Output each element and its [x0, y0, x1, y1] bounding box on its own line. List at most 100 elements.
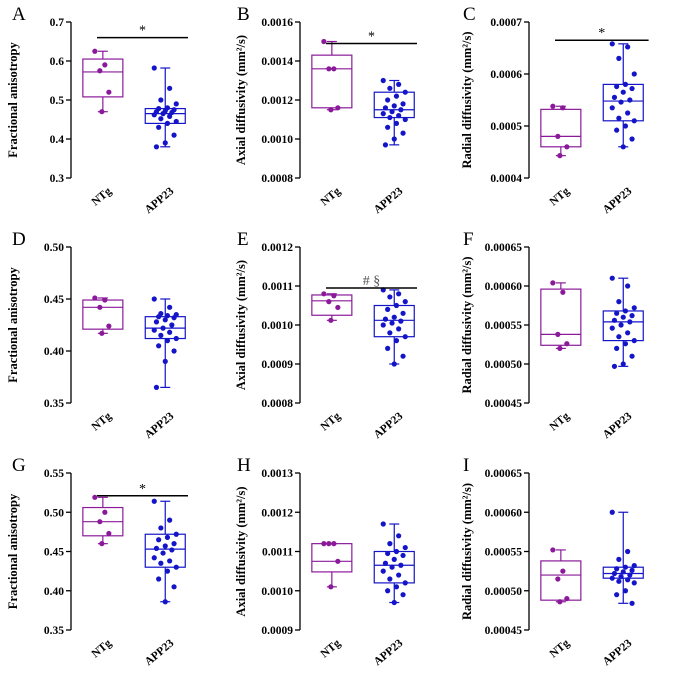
panel-i: I 0.00045 0.00050 0.00055 0.00060 0.00065 Radi…: [460, 455, 644, 668]
box: [540, 560, 582, 601]
box: [373, 91, 415, 119]
data-point: [162, 599, 168, 605]
data-point: [393, 338, 400, 344]
y-tick-label: 0.0008: [261, 173, 293, 185]
panel-letter: A: [12, 4, 26, 25]
data-point: [402, 116, 408, 123]
data-point: [560, 568, 566, 574]
data-point: [156, 314, 162, 320]
data-point: [616, 115, 622, 121]
data-point: [391, 556, 397, 562]
data-point: [335, 304, 341, 311]
data-point: [393, 548, 400, 555]
data-point: [158, 116, 164, 122]
data-point: [622, 341, 629, 347]
data-point: [620, 569, 626, 575]
data-point: [616, 299, 622, 305]
data-point: [557, 345, 563, 351]
box: [144, 533, 186, 568]
data-point: [627, 572, 633, 578]
y-tick-label: 0.0011: [262, 281, 293, 293]
group-ntg: [82, 494, 124, 547]
data-point: [396, 533, 402, 539]
data-point: [387, 114, 393, 121]
data-point: [164, 568, 171, 574]
panel-h: H 0.0009 0.0010 0.0011 0.0012 0.0013 Axial dif…: [234, 455, 415, 668]
data-point: [611, 94, 618, 100]
data-point: [616, 556, 622, 562]
x-tick-label: NTg: [319, 185, 344, 208]
data-point: [92, 48, 98, 54]
x-tick-label: APP23: [601, 637, 635, 668]
data-point: [557, 599, 563, 605]
data-point: [391, 136, 397, 142]
data-point: [402, 334, 408, 340]
data-point: [398, 107, 404, 113]
box: [540, 108, 582, 148]
x-tick-label: NTg: [548, 637, 573, 660]
data-point: [550, 280, 556, 286]
x-tick-label: APP23: [601, 185, 635, 216]
data-point: [614, 83, 620, 90]
data-point: [609, 509, 615, 515]
y-tick-label: 0.45: [44, 294, 64, 306]
data-point: [173, 531, 179, 537]
y-tick-label: 0.40: [44, 586, 64, 598]
data-point: [618, 322, 624, 328]
y-tick-label: 0.5: [50, 95, 65, 107]
x-tick-label: NTg: [90, 410, 115, 433]
data-point: [171, 315, 177, 321]
group-ntg: [311, 38, 353, 113]
panel-letter: C: [463, 4, 476, 25]
data-point: [400, 130, 406, 136]
data-point: [389, 320, 395, 326]
data-point: [158, 97, 164, 103]
data-point: [326, 299, 332, 305]
panel-letter: D: [12, 229, 26, 250]
data-point: [622, 123, 629, 129]
data-point: [622, 588, 629, 594]
group-ntg: [540, 280, 582, 351]
data-point: [164, 120, 171, 126]
data-point: [555, 331, 561, 337]
data-point: [387, 576, 393, 582]
group-app23: [602, 41, 644, 150]
panel-letter: I: [463, 455, 469, 476]
data-point: [631, 71, 637, 77]
panel-letter: F: [463, 229, 474, 250]
data-point: [398, 562, 404, 568]
data-point: [557, 153, 563, 159]
y-tick-label: 0.00060: [485, 281, 523, 293]
y-axis-label: Fractional anisotropy: [6, 42, 20, 158]
data-point: [382, 316, 389, 322]
data-point: [331, 66, 337, 72]
y-axis-label: Axial diffusivity (mm²/s): [234, 35, 248, 165]
group-app23: [144, 296, 186, 390]
y-tick-label: 0.40: [44, 346, 64, 358]
y-tick-label: 0.4: [50, 134, 65, 146]
panel-g: G 0.35 0.40 0.45 0.50 0.55 Fractional anisotro…: [6, 455, 188, 668]
data-point: [156, 124, 162, 130]
data-point: [331, 541, 337, 547]
y-tick-label: 0.0016: [261, 17, 293, 29]
data-point: [382, 142, 389, 148]
y-tick-label: 0.0010: [261, 586, 293, 598]
x-tick-label: NTg: [319, 410, 344, 433]
y-tick-label: 0.0012: [261, 242, 293, 254]
data-point: [391, 599, 397, 606]
data-point: [385, 97, 391, 103]
group-ntg: [540, 103, 582, 159]
x-tick-label: NTg: [548, 410, 573, 433]
data-point: [625, 44, 631, 50]
y-axis-label: Radial diffusivity (mm²/s): [460, 256, 474, 393]
data-point: [106, 89, 112, 95]
data-point: [164, 313, 171, 319]
data-point: [164, 338, 171, 344]
data-point: [153, 384, 160, 390]
group-app23: [373, 287, 415, 367]
x-tick-label: NTg: [90, 637, 115, 660]
data-point: [173, 564, 179, 570]
data-point: [396, 572, 402, 578]
y-tick-label: 0.00050: [485, 359, 523, 371]
data-point: [151, 112, 157, 118]
